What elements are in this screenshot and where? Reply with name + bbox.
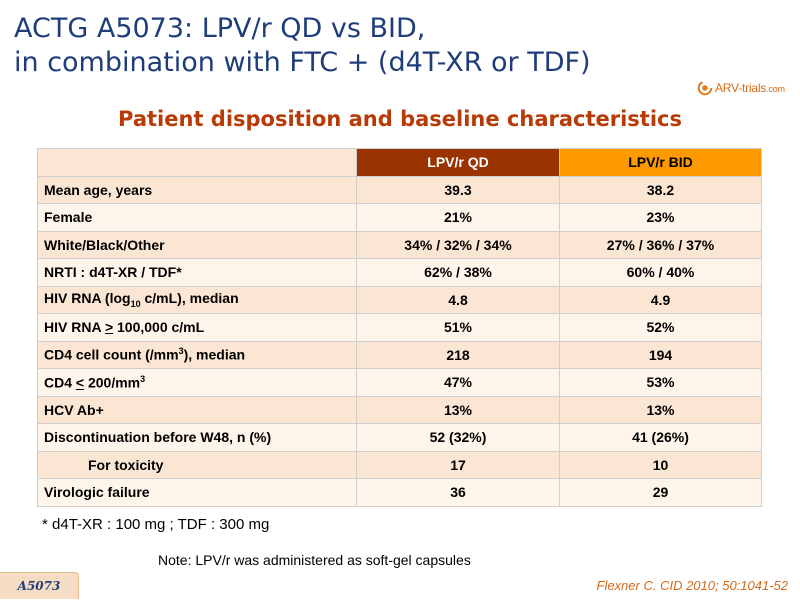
table-row: White/Black/Other 34% / 32% / 34% 27% / … <box>37 230 762 259</box>
row-label: Female <box>37 203 357 232</box>
row-label: HIV RNA > 100,000 c/mL <box>37 313 357 342</box>
row-label: White/Black/Other <box>37 230 357 259</box>
bid-value: 27% / 36% / 37% <box>559 230 762 259</box>
qd-value: 51% <box>356 313 560 342</box>
row-label: CD4 < 200/mm3 <box>37 368 357 397</box>
row-label: Discontinuation before W48, n (%) <box>37 423 357 452</box>
bid-value: 38.2 <box>559 175 762 204</box>
qd-value: 52 (32%) <box>356 423 560 452</box>
qd-value: 218 <box>356 340 560 369</box>
qd-value: 4.8 <box>356 285 560 314</box>
logo-suffix: .com <box>766 84 785 94</box>
table-row: CD4 < 200/mm3 47% 53% <box>37 368 762 397</box>
swirl-logo-icon <box>697 80 713 96</box>
qd-value: 36 <box>356 478 560 507</box>
row-label: CD4 cell count (/mm3), median <box>37 340 357 369</box>
slide-title-line-2: in combination with FTC + (d4T-XR or TDF… <box>14 47 591 78</box>
slide-title: ACTG A5073: LPV/r QD vs BID, in combinat… <box>14 12 714 80</box>
superscript: 3 <box>140 373 146 384</box>
table-header-blank <box>37 148 357 177</box>
formulation-note: Note: LPV/r was administered as soft-gel… <box>158 552 471 568</box>
row-label: HIV RNA (log10 c/mL), median <box>37 285 357 314</box>
table-row: NRTI : d4T-XR / TDF* 62% / 38% 60% / 40% <box>37 258 762 287</box>
citation: Flexner C. CID 2010; 50:1041-52 <box>596 578 789 593</box>
table-header-row: LPV/r QD LPV/r BID <box>37 148 762 177</box>
table-row: HIV RNA (log10 c/mL), median 4.8 4.9 <box>37 285 762 314</box>
table-header-lpvr-bid: LPV/r BID <box>559 148 762 177</box>
row-label: Virologic failure <box>37 478 357 507</box>
bid-value: 60% / 40% <box>559 258 762 287</box>
bid-value: 194 <box>559 340 762 369</box>
bid-value: 4.9 <box>559 285 762 314</box>
bid-value: 41 (26%) <box>559 423 762 452</box>
qd-value: 13% <box>356 395 560 424</box>
table-row: CD4 cell count (/mm3), median 218 194 <box>37 340 762 369</box>
lte-symbol: < <box>75 374 85 391</box>
logo-text: ARV-trials.com <box>715 81 785 95</box>
qd-value: 34% / 32% / 34% <box>356 230 560 259</box>
bid-value: 13% <box>559 395 762 424</box>
table-header-lpvr-qd: LPV/r QD <box>356 148 560 177</box>
bid-value: 52% <box>559 313 762 342</box>
subscript: 10 <box>130 299 141 310</box>
slide-title-line-1: ACTG A5073: LPV/r QD vs BID, <box>14 13 426 44</box>
bid-value: 29 <box>559 478 762 507</box>
gte-symbol: > <box>104 319 114 336</box>
table-row: Female 21% 23% <box>37 203 762 232</box>
superscript: 3 <box>178 346 184 357</box>
row-label: NRTI : d4T-XR / TDF* <box>37 258 357 287</box>
table-row: HIV RNA > 100,000 c/mL 51% 52% <box>37 313 762 342</box>
qd-value: 39.3 <box>356 175 560 204</box>
slide-subtitle: Patient disposition and baseline charact… <box>118 107 682 131</box>
qd-value: 62% / 38% <box>356 258 560 287</box>
study-tag: A5073 <box>0 572 79 599</box>
qd-value: 47% <box>356 368 560 397</box>
arv-trials-logo: ARV-trials.com <box>696 78 785 98</box>
table-row: Mean age, years 39.3 38.2 <box>37 175 762 204</box>
table-row: HCV Ab+ 13% 13% <box>37 395 762 424</box>
row-label: HCV Ab+ <box>37 395 357 424</box>
dosing-footnote: * d4T-XR : 100 mg ; TDF : 300 mg <box>42 516 270 533</box>
baseline-table: LPV/r QD LPV/r BID Mean age, years 39.3 … <box>37 148 762 507</box>
bid-value: 23% <box>559 203 762 232</box>
table-row: Virologic failure 36 29 <box>37 478 762 507</box>
table-row: Discontinuation before W48, n (%) 52 (32… <box>37 423 762 452</box>
row-label: Mean age, years <box>37 175 357 204</box>
qd-value: 21% <box>356 203 560 232</box>
bid-value: 10 <box>559 450 762 479</box>
bid-value: 53% <box>559 368 762 397</box>
table-row: For toxicity 17 10 <box>37 450 762 479</box>
qd-value: 17 <box>356 450 560 479</box>
row-label: For toxicity <box>37 450 357 479</box>
